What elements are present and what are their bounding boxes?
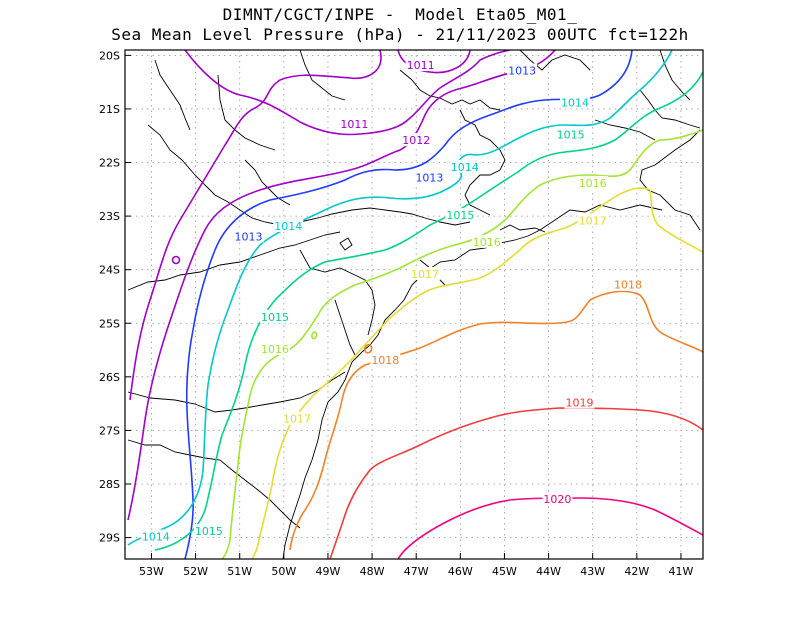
tick-label-lat: 26S	[99, 371, 120, 384]
contour-label-bg	[555, 127, 586, 141]
contour-label-bg	[140, 529, 171, 543]
contour-label: 1019	[565, 397, 593, 410]
isobar-1014	[127, 50, 673, 546]
contour-label-bg	[445, 208, 476, 222]
map-title-line2: Sea Mean Level Pressure (hPa) - 21/11/20…	[111, 25, 689, 44]
contour-label: 1015	[557, 129, 585, 142]
isobar-1018-closed	[363, 343, 373, 354]
isobar-1012	[127, 50, 556, 521]
isobar-1016-closed	[311, 331, 318, 340]
contour-label-bg	[471, 234, 502, 248]
isobar-1011-b	[397, 50, 471, 74]
tick-label-lat: 23S	[99, 210, 120, 223]
coastline-boundaries	[127, 50, 701, 559]
contour-label: 1014	[451, 161, 479, 174]
isobar-1012-closed	[171, 255, 181, 265]
contour-label-bg	[370, 352, 401, 366]
tick-label-lon: 53W	[139, 565, 164, 578]
isobar-1011	[129, 50, 382, 401]
tick-label-lon: 51W	[227, 565, 252, 578]
contour-label: 1012	[402, 134, 430, 147]
contour-label: 1015	[446, 209, 474, 222]
contour-label-bg	[260, 309, 291, 323]
axis-ticks: 53W 52W 51W 50W 49W 48W 47W 46W 45W 44W 43W 42W 41W 2…	[99, 49, 693, 578]
isobar-1011-c	[184, 50, 511, 136]
contour-label-bg	[193, 524, 224, 538]
contour-label: 1013	[415, 172, 443, 185]
contour-label: 1013	[508, 64, 536, 77]
tick-label-lon: 41W	[669, 565, 694, 578]
map-title-line1: DIMNT/CGCT/INPE - Model Eta05_M01_	[222, 5, 578, 24]
contour-label-bg	[542, 492, 573, 506]
map-grid	[125, 50, 703, 559]
contour-label-bg	[577, 175, 608, 189]
tick-label-lon: 49W	[316, 565, 341, 578]
tick-label-lat: 20S	[99, 49, 120, 62]
contour-label-bg	[405, 58, 436, 72]
contour-label-bg	[401, 133, 432, 147]
tick-label-lon: 47W	[404, 565, 429, 578]
tick-label-lat: 21S	[99, 103, 120, 116]
contour-label: 1016	[473, 236, 501, 249]
isobar-1017	[251, 187, 703, 559]
tick-label-lon: 46W	[448, 565, 473, 578]
tick-label-lon: 45W	[492, 565, 517, 578]
contour-label-bg	[273, 218, 304, 232]
contour-label-bg	[577, 213, 608, 227]
contour-label-bg	[339, 117, 370, 131]
isobar-1020	[397, 497, 703, 559]
isobar-1016	[221, 129, 703, 559]
isobar-1013	[184, 50, 633, 559]
isobar-1018	[289, 290, 703, 551]
contour-label: 1018	[371, 354, 399, 367]
contour-label-bg	[564, 395, 595, 409]
contour-label: 1016	[261, 343, 289, 356]
contour-label: 1016	[579, 177, 607, 190]
contour-label: 1017	[283, 413, 311, 426]
contour-label: 1015	[261, 311, 289, 324]
contour-label: 1014	[561, 97, 589, 110]
tick-label-lat: 28S	[99, 478, 120, 491]
contour-label: 1015	[195, 525, 223, 538]
contour-label: 1011	[340, 118, 368, 131]
contour-label-bg	[233, 229, 264, 243]
tick-label-lat: 29S	[99, 532, 120, 545]
contour-label: 1017	[579, 214, 607, 227]
tick-label-lon: 44W	[536, 565, 561, 578]
contour-label-bg	[414, 170, 445, 184]
tick-label-lat: 27S	[99, 424, 120, 437]
tick-label-lon: 50W	[271, 565, 296, 578]
tick-label-lon: 43W	[580, 565, 605, 578]
contour-label-bg	[410, 267, 441, 281]
tick-label-lon: 42W	[624, 565, 649, 578]
contour-label-bg	[282, 411, 313, 425]
contour-label-bg	[612, 277, 643, 291]
contour-label-bg	[260, 342, 291, 356]
contour-label-bg	[560, 95, 591, 109]
contour-label-bg	[507, 63, 538, 77]
tick-label-lat: 25S	[99, 317, 120, 330]
plot-frame	[124, 49, 704, 560]
contour-label: 1017	[411, 268, 439, 281]
contour-label: 1013	[235, 231, 263, 244]
tick-label-lon: 52W	[183, 565, 208, 578]
contour-label: 1018	[614, 279, 642, 292]
tick-label-lat: 22S	[99, 157, 120, 170]
tick-label-lon: 48W	[360, 565, 385, 578]
isobar-1015	[154, 71, 703, 551]
contour-label: 1020	[543, 493, 571, 506]
contour-label: 1011	[407, 59, 435, 72]
contour-label-bg	[449, 159, 480, 173]
contour-label: 1014	[274, 220, 302, 233]
isobars	[127, 50, 703, 559]
contour-label: 1014	[142, 531, 170, 544]
contour-labels: 1011 1011 1012 1013 1013 1013 1014 1014 1014 1014…	[140, 58, 643, 544]
isobar-1019	[329, 407, 703, 559]
tick-label-lat: 24S	[99, 264, 120, 277]
